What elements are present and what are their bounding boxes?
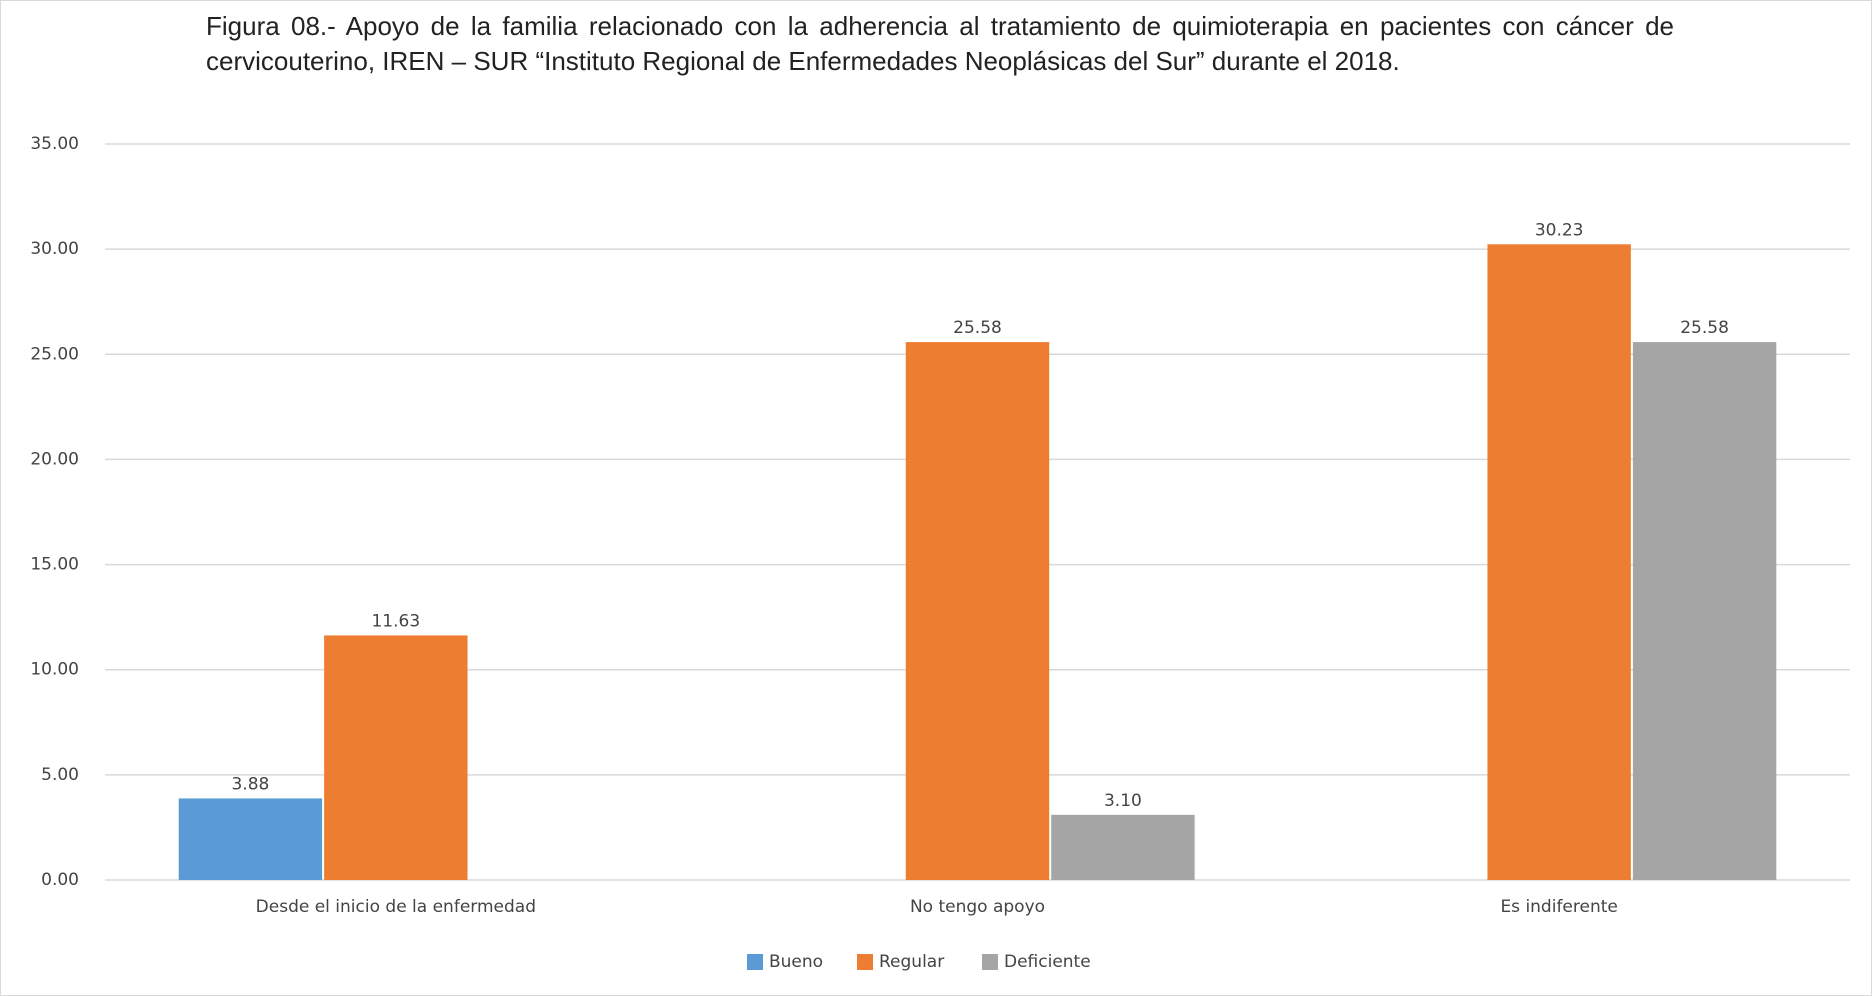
- y-tick-label: 25.00: [30, 344, 79, 364]
- legend-label: Deficiente: [1004, 952, 1091, 972]
- bar: [324, 635, 468, 880]
- bar: [1632, 342, 1777, 881]
- bar: [1051, 814, 1195, 880]
- data-label: 11.63: [371, 611, 420, 631]
- x-tick-label: Desde el inicio de la enfermedad: [256, 897, 536, 917]
- legend-label: Bueno: [769, 952, 823, 972]
- legend-swatch: [857, 954, 873, 970]
- x-tick-label: Es indiferente: [1500, 897, 1617, 917]
- y-tick-label: 30.00: [30, 239, 79, 259]
- chart-title: Figura 08.- Apoyo de la familia relacion…: [206, 11, 1674, 76]
- y-tick-label: 10.00: [30, 660, 79, 680]
- bar: [178, 798, 323, 880]
- y-tick-label: 35.00: [30, 134, 79, 154]
- legend-swatch: [982, 954, 998, 970]
- y-tick-label: 0.00: [41, 870, 79, 890]
- data-label: 25.58: [1680, 318, 1729, 338]
- data-label: 3.88: [231, 774, 269, 794]
- data-label: 25.58: [953, 318, 1002, 338]
- y-tick-label: 15.00: [30, 555, 79, 575]
- data-label: 3.10: [1104, 791, 1142, 811]
- legend-swatch: [747, 954, 763, 970]
- y-tick-label: 5.00: [41, 765, 79, 785]
- bar: [1487, 244, 1631, 881]
- x-tick-label: No tengo apoyo: [910, 897, 1045, 917]
- data-label: 30.23: [1535, 220, 1584, 240]
- bar: [905, 342, 1050, 881]
- legend-label: Regular: [879, 952, 944, 972]
- y-tick-label: 20.00: [30, 449, 79, 469]
